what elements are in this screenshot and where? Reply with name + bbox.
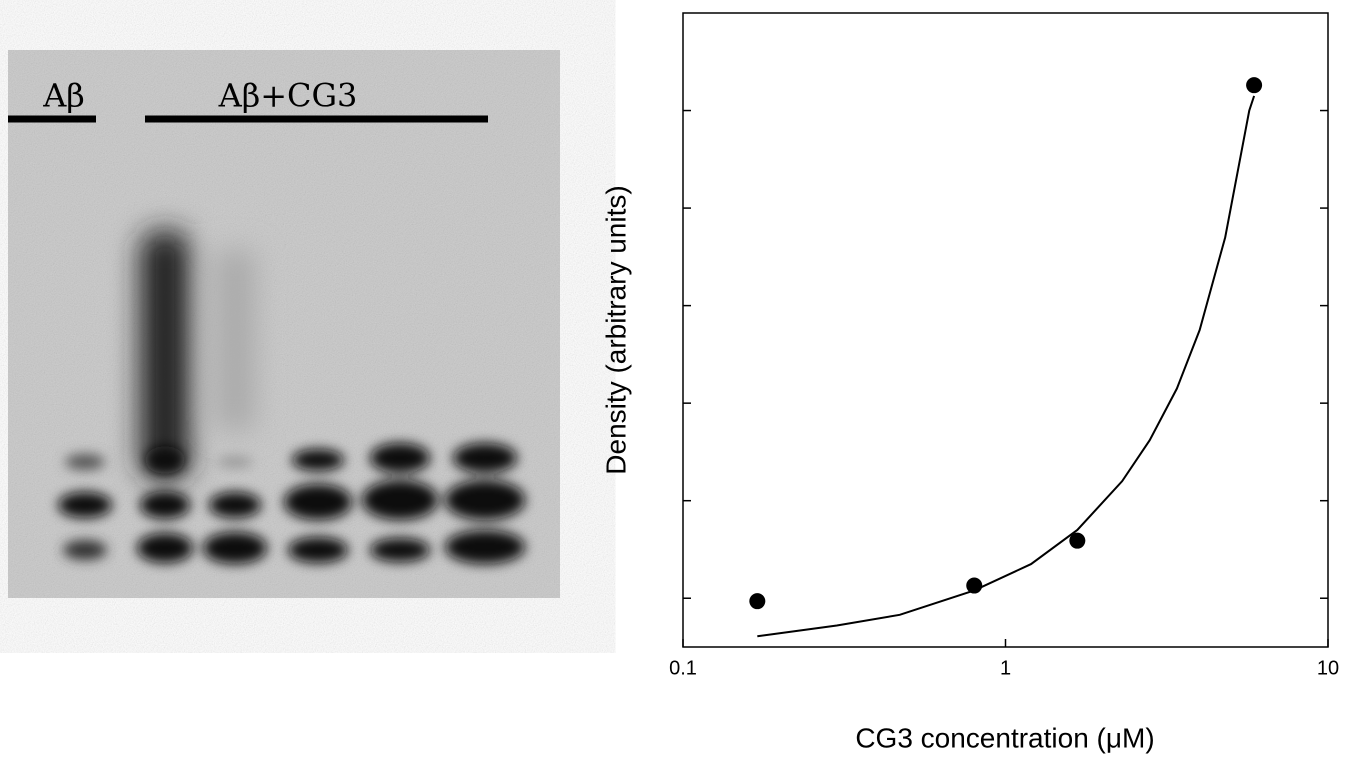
data-point: [1069, 532, 1086, 549]
y-axis-label: Density (arbitrary units): [600, 185, 631, 474]
fit-curve: [757, 95, 1256, 638]
gel: Aβ Aβ+CG3: [8, 50, 560, 598]
gel-label: Aβ: [42, 77, 85, 115]
bands: [58, 443, 525, 564]
x-tick-label: 0.1: [669, 657, 697, 679]
data-point: [966, 577, 983, 594]
data-point: [1246, 77, 1263, 94]
x-tick-label: 1: [1000, 657, 1011, 679]
x-axis-label: CG3 concentration (μM): [855, 722, 1154, 753]
data-point: [749, 593, 766, 610]
smear: [140, 230, 255, 480]
x-tick-label: 10: [1317, 657, 1339, 679]
gel-label: Aβ+CG3: [218, 77, 358, 115]
plot-frame: [682, 12, 1329, 648]
